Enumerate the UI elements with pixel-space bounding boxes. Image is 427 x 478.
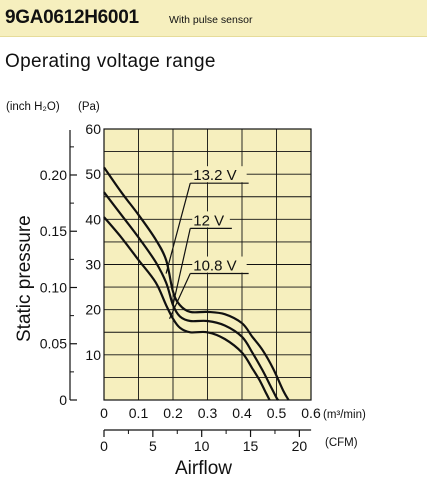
y-tick-pa: 30: [85, 257, 101, 273]
leader-line: [165, 183, 191, 274]
x-tick-cfm: 5: [149, 438, 157, 454]
x-tick-m3: 0.4: [232, 405, 252, 421]
series-label: 10.8 V: [193, 258, 236, 275]
leader-label-bg: [192, 211, 230, 228]
y-tick-inch: 0: [59, 392, 67, 408]
x-axis-title: Airflow: [175, 458, 232, 478]
y-tick-inch: 0.20: [40, 167, 67, 183]
x-tick-m3: 0.3: [198, 405, 218, 421]
model-number: 9GA0612H6001: [5, 7, 139, 28]
y-tick-inch: 0.05: [40, 336, 67, 352]
section-title: Operating voltage range: [5, 51, 216, 72]
x-tick-cfm: 20: [292, 438, 308, 454]
x-tick-m3: 0.1: [129, 405, 149, 421]
leader-label-bg: [192, 166, 247, 183]
x-tick-m3: 0.2: [163, 405, 183, 421]
model-subtitle: With pulse sensor: [169, 14, 253, 26]
y-unit-pa: (Pa): [78, 101, 100, 113]
leader-line: [172, 228, 191, 306]
leader-line: [169, 273, 191, 319]
y-unit-inch: (inch H₂O): [6, 101, 60, 113]
x-tick-m3: 0.6: [301, 405, 321, 421]
x-tick-cfm: 10: [194, 438, 210, 454]
curve-13-2-vline: [103, 166, 290, 401]
x-tick-m3: 0.5: [267, 405, 287, 421]
y-tick-pa: 40: [85, 211, 101, 227]
series-label: 13.2 V: [193, 167, 236, 184]
y-tick-pa: 50: [85, 166, 101, 182]
y-tick-inch: 0.10: [40, 279, 67, 295]
series-label: 12 V: [193, 212, 224, 229]
y-tick-inch: 0.15: [40, 223, 67, 239]
curves: [103, 166, 290, 401]
x-unit-cfm: (CFM): [325, 437, 358, 449]
y-tick-pa: 20: [85, 302, 101, 318]
curve-12-vline: [103, 191, 280, 401]
label-leaders: 13.2 V 12 V 10.8 V: [165, 166, 249, 319]
leader-label-bg: [192, 256, 247, 273]
x-tick-cfm: 0: [100, 438, 108, 454]
y-axis-title: Static pressure: [14, 215, 35, 342]
header-bar: 9GA0612H6001 With pulse sensor: [0, 0, 427, 37]
curve-10-8-vline: [103, 216, 271, 401]
x-tick-m3: 0: [100, 405, 108, 421]
x-unit-m3: (m³/min): [323, 409, 366, 421]
plot-frame: [103, 128, 312, 401]
x-tick-cfm: 15: [243, 438, 259, 454]
y-tick-pa: 10: [85, 347, 101, 363]
y-tick-pa: 60: [85, 121, 101, 137]
